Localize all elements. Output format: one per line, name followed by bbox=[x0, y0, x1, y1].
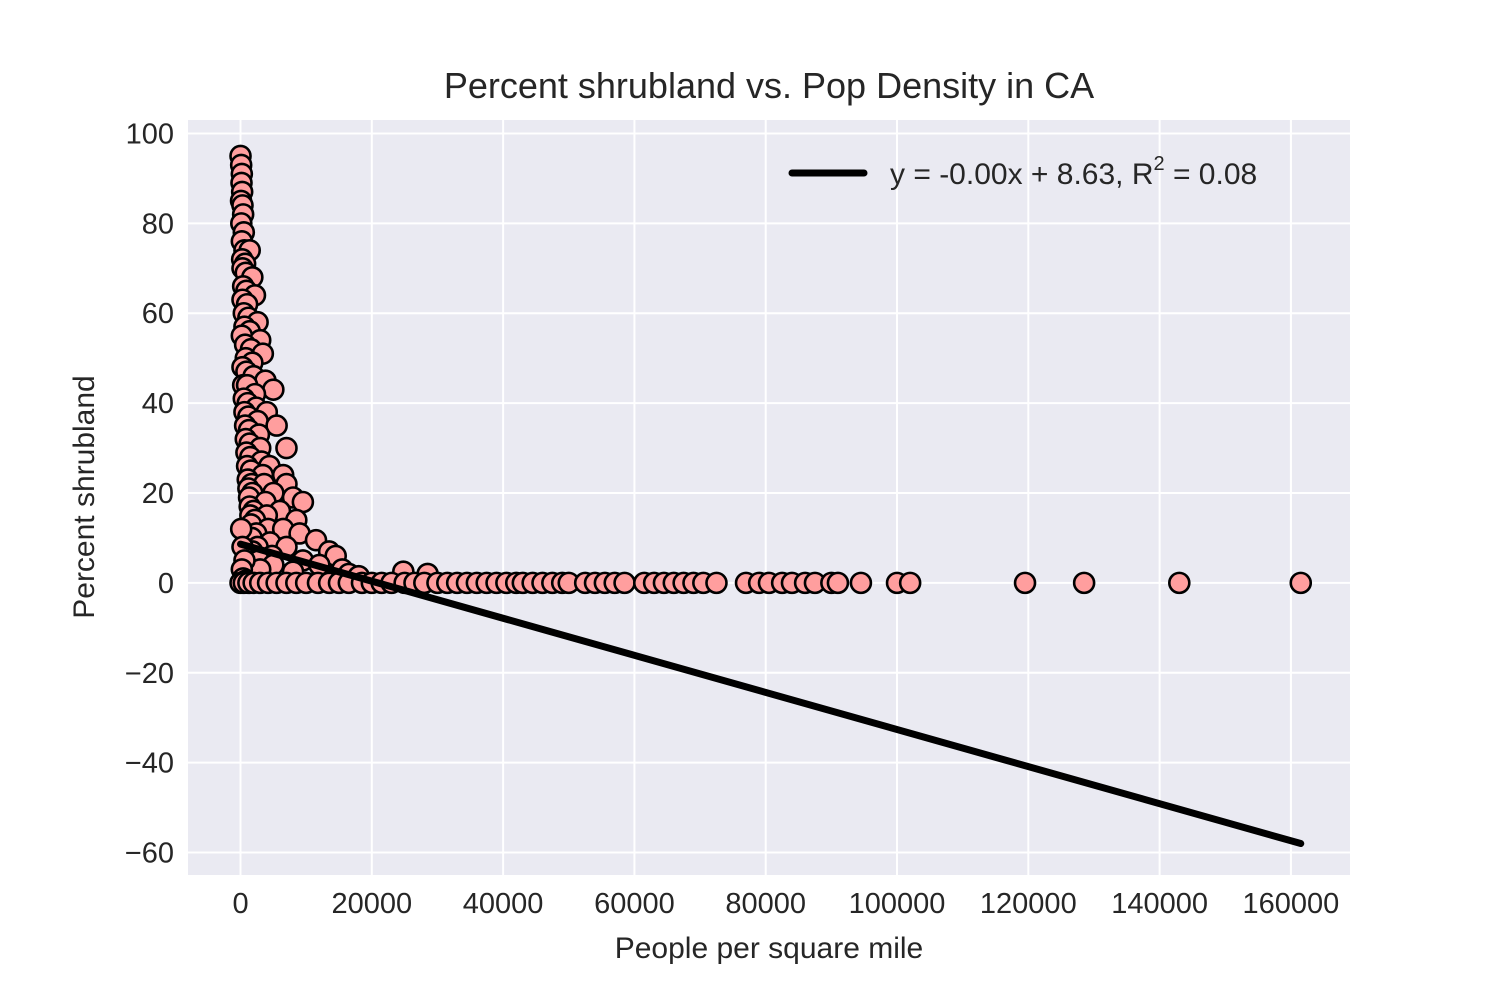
x-tick-label: 60000 bbox=[594, 888, 675, 920]
legend-label-prefix: y = -0.00x + 8.63, R bbox=[890, 158, 1153, 191]
legend-label-superscript: 2 bbox=[1153, 153, 1164, 175]
data-point bbox=[705, 571, 728, 595]
x-tick-label: 160000 bbox=[1243, 888, 1340, 920]
data-point bbox=[1013, 571, 1037, 595]
legend-label-suffix: = 0.08 bbox=[1165, 158, 1258, 191]
data-points bbox=[229, 144, 1313, 595]
chart-title: Percent shrubland vs. Pop Density in CA bbox=[444, 65, 1094, 106]
y-tick-label: −20 bbox=[125, 658, 174, 690]
y-tick-label: 100 bbox=[126, 118, 174, 150]
y-tick-label: 80 bbox=[142, 208, 174, 240]
x-tick-label: 80000 bbox=[725, 888, 806, 920]
y-tick-label: 40 bbox=[142, 388, 174, 420]
data-point bbox=[265, 414, 288, 437]
data-point bbox=[275, 436, 298, 460]
data-point bbox=[1168, 571, 1191, 595]
data-point bbox=[1072, 571, 1096, 595]
x-tick-label: 100000 bbox=[849, 888, 946, 920]
data-point bbox=[898, 571, 922, 595]
legend: y = -0.00x + 8.63, R2 = 0.08 bbox=[788, 153, 1257, 191]
x-axis-label: People per square mile bbox=[615, 932, 924, 965]
x-tick-label: 40000 bbox=[463, 888, 544, 920]
legend-label: y = -0.00x + 8.63, R2 = 0.08 bbox=[890, 153, 1257, 191]
x-tick-label: 0 bbox=[232, 888, 248, 920]
data-point bbox=[262, 378, 285, 401]
y-tick-label: 0 bbox=[158, 568, 174, 600]
regression-line bbox=[237, 540, 1305, 848]
y-tick-label: −40 bbox=[125, 748, 174, 780]
plot-area bbox=[188, 120, 1350, 875]
tick-labels: 0 20000 40000 60000 80000 100000 120000 140000 1… bbox=[125, 118, 1340, 920]
regression-line-group bbox=[237, 540, 1305, 848]
y-axis-label: Percent shrubland bbox=[68, 375, 101, 619]
data-point bbox=[613, 571, 636, 595]
x-tick-label: 140000 bbox=[1111, 888, 1208, 920]
x-tick-label: 120000 bbox=[980, 888, 1077, 920]
data-point bbox=[826, 571, 850, 595]
x-tick-label: 20000 bbox=[331, 888, 412, 920]
data-point bbox=[1289, 571, 1313, 595]
y-tick-label: 60 bbox=[142, 298, 174, 330]
y-tick-label: 20 bbox=[142, 478, 174, 510]
data-point bbox=[849, 571, 873, 595]
grid-lines bbox=[188, 120, 1350, 875]
y-tick-label: −60 bbox=[125, 838, 174, 870]
